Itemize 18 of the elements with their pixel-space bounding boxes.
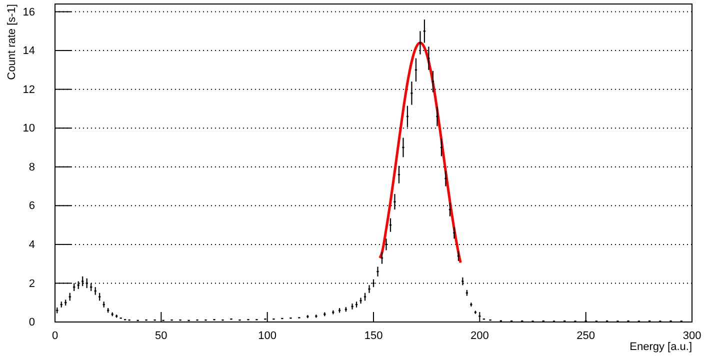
y-tick-label: 2 bbox=[28, 278, 35, 290]
y-tick-label: 16 bbox=[22, 6, 35, 18]
y-tick-label: 0 bbox=[28, 316, 35, 329]
y-tick-label: 14 bbox=[22, 45, 35, 58]
x-tick-label: 100 bbox=[258, 330, 277, 342]
y-tick-label: 12 bbox=[22, 84, 35, 96]
y-tick-label: 8 bbox=[28, 161, 35, 174]
y-tick-label: 4 bbox=[28, 238, 35, 251]
x-tick-label: 300 bbox=[682, 330, 702, 342]
x-tick-label: 150 bbox=[364, 330, 383, 342]
x-axis-title: Energy [a.u.] bbox=[630, 341, 692, 353]
x-tick-label: 200 bbox=[470, 330, 489, 342]
x-tick-label: 0 bbox=[52, 330, 58, 342]
y-axis-title: Count rate [s-1] bbox=[6, 4, 18, 80]
y-tick-label: 10 bbox=[22, 122, 35, 135]
y-tick-label: 6 bbox=[28, 200, 35, 212]
x-tick-label: 50 bbox=[155, 330, 168, 342]
x-tick-label: 250 bbox=[576, 330, 596, 342]
